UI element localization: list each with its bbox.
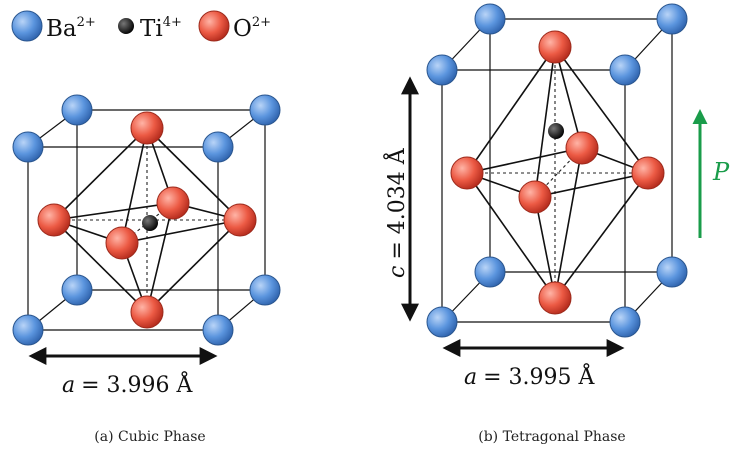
o-atom bbox=[156, 186, 190, 220]
ba-legend-charge: 2+ bbox=[77, 15, 96, 30]
ba-atom bbox=[12, 314, 44, 346]
tetragonal-atoms bbox=[426, 3, 688, 338]
o-atom bbox=[223, 203, 257, 237]
ba-atom bbox=[249, 274, 281, 306]
o-legend-label: O bbox=[233, 16, 252, 42]
o-atom bbox=[538, 30, 572, 64]
cubic-unit-cell: a = 3.996 Å (a) Cubic Phase bbox=[12, 94, 281, 445]
ba-atom bbox=[249, 94, 281, 126]
ti-legend-charge: 4+ bbox=[163, 15, 182, 30]
tetragonal-a-label: a = 3.995 Å bbox=[464, 362, 596, 390]
ba-atom bbox=[656, 3, 688, 35]
ba-atom bbox=[426, 306, 458, 338]
cubic-lattice-label: a = 3.996 Å bbox=[62, 370, 194, 398]
svg-text:Ba2+: Ba2+ bbox=[46, 15, 96, 42]
o-atom bbox=[631, 156, 665, 190]
tetragonal-c-label: c= 4.034 Å bbox=[382, 147, 410, 278]
ba-atom bbox=[474, 3, 506, 35]
ti-atom bbox=[142, 215, 158, 231]
ba-atom bbox=[12, 131, 44, 163]
svg-text:Ti4+: Ti4+ bbox=[140, 15, 182, 42]
o-atom bbox=[538, 281, 572, 315]
ba-atom bbox=[474, 256, 506, 288]
o-atom bbox=[37, 203, 71, 237]
o-atom bbox=[105, 226, 139, 260]
o-atom bbox=[565, 131, 599, 165]
ba-atom bbox=[202, 131, 234, 163]
o-legend-charge: 2+ bbox=[252, 15, 271, 30]
o-atom bbox=[450, 156, 484, 190]
o-legend-sphere bbox=[198, 10, 230, 42]
o-atom bbox=[130, 295, 164, 329]
ba-atom bbox=[609, 306, 641, 338]
ba-atom bbox=[202, 314, 234, 346]
ba-atom bbox=[61, 274, 93, 306]
cubic-caption: (a) Cubic Phase bbox=[94, 429, 205, 445]
ba-legend-label: Ba bbox=[46, 16, 77, 42]
ti-legend-label: Ti bbox=[140, 16, 163, 42]
cubic-atoms bbox=[12, 94, 281, 346]
o-atom bbox=[518, 180, 552, 214]
tetragonal-caption: (b) Tetragonal Phase bbox=[478, 429, 625, 445]
ti-legend-sphere bbox=[118, 18, 134, 34]
ba-atom bbox=[609, 54, 641, 86]
polarization-label: P bbox=[712, 158, 730, 186]
legend: Ba2+ Ti4+ O2+ bbox=[11, 10, 271, 42]
ba-atom bbox=[61, 94, 93, 126]
o-atom bbox=[130, 111, 164, 145]
ba-atom bbox=[426, 54, 458, 86]
ba-legend-sphere bbox=[11, 10, 43, 42]
svg-text:O2+: O2+ bbox=[233, 15, 271, 42]
tetragonal-unit-cell: c= 4.034 Å a = 3.995 Å P (b) Tetragonal P… bbox=[382, 3, 730, 445]
tetragonal-octahedron bbox=[464, 46, 651, 299]
ba-atom bbox=[656, 256, 688, 288]
ti-atom bbox=[548, 123, 564, 139]
